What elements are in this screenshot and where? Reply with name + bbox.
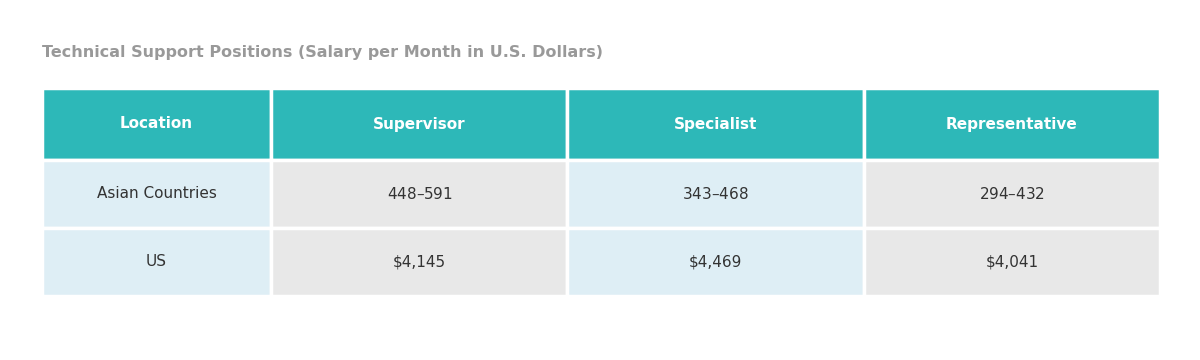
Bar (568, 228, 864, 296)
Text: Asian Countries: Asian Countries (97, 186, 216, 202)
Bar (864, 228, 1160, 296)
Text: $4,469: $4,469 (689, 255, 743, 270)
Text: Technical Support Positions (Salary per Month in U.S. Dollars): Technical Support Positions (Salary per … (42, 45, 604, 59)
Text: Supervisor: Supervisor (373, 117, 466, 131)
Text: Representative: Representative (946, 117, 1078, 131)
Bar (864, 160, 1160, 228)
Text: US: US (146, 255, 167, 270)
Bar (271, 88, 568, 160)
Text: $448 – $591: $448 – $591 (386, 186, 452, 202)
Text: $4,145: $4,145 (392, 255, 446, 270)
Text: $343 – $468: $343 – $468 (683, 186, 749, 202)
Text: $294 – $432: $294 – $432 (979, 186, 1045, 202)
Bar (568, 160, 864, 228)
Text: Specialist: Specialist (674, 117, 757, 131)
Bar (271, 228, 568, 296)
Bar (42, 88, 271, 160)
Bar (568, 88, 864, 160)
Bar (42, 228, 271, 296)
Text: $4,041: $4,041 (985, 255, 1038, 270)
Bar (864, 88, 1160, 160)
Text: Location: Location (120, 117, 193, 131)
Bar (271, 160, 568, 228)
Bar (42, 160, 271, 228)
